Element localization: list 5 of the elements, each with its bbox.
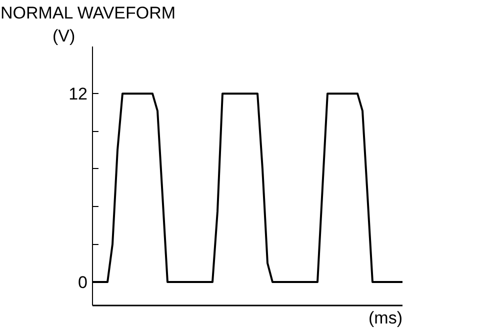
y-tick-label: 0 [78,272,88,292]
y-tick-label: 12 [68,84,88,104]
chart-title: NORMAL WAVEFORM [0,4,176,22]
x-axis-title: (ms) [368,308,402,328]
y-axis-title: (V) [52,26,76,46]
